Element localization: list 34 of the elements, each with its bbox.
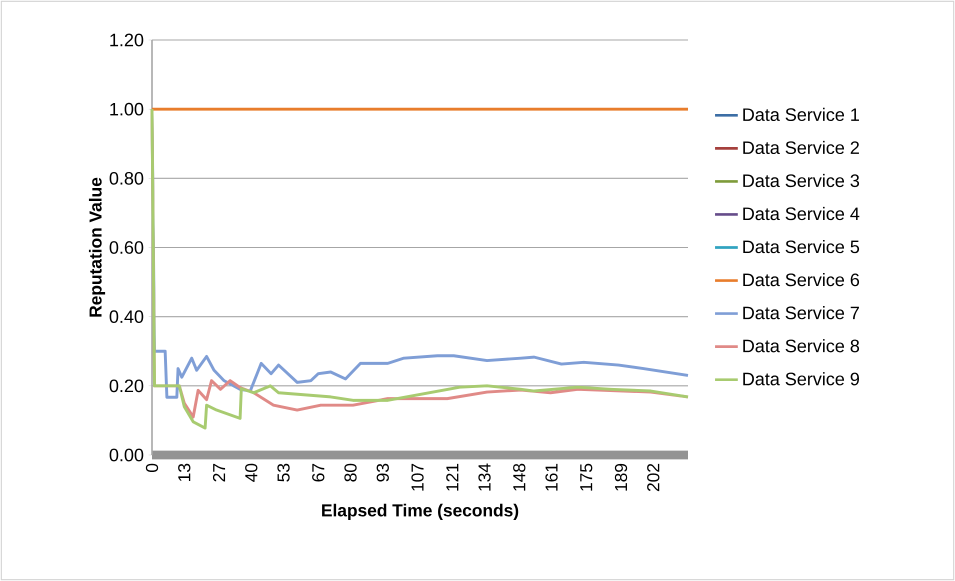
x-tick-label: 27 [212, 464, 226, 482]
legend-label: Data Service 2 [743, 140, 859, 154]
legend-label: Data Service 3 [743, 174, 860, 188]
legend-label: Data Service 9 [743, 372, 859, 386]
legend-label: Data Service 1 [743, 108, 859, 122]
y-tick-label: 0.40 [110, 310, 144, 324]
y-tick-label: 0.20 [110, 379, 144, 392]
legend-label: Data Service 4 [743, 206, 860, 220]
y-tick-label: 0.00 [110, 448, 144, 462]
x-tick-label: 0 [146, 464, 158, 472]
y-tick-label: 1.20 [110, 34, 144, 46]
x-axis-title: Elapsed Time (seconds) [322, 504, 518, 520]
x-tick-label: 13 [178, 464, 190, 482]
x-tick-label: 161 [545, 464, 558, 491]
legend-label: Data Service 5 [743, 240, 860, 254]
x-tick-label: 107 [411, 464, 424, 491]
y-tick-label: 0.80 [110, 172, 144, 185]
x-tick-label: 121 [446, 464, 458, 491]
x-tick-label: 189 [614, 464, 628, 491]
y-tick-label: 1.00 [110, 102, 144, 116]
x-tick-label: 202 [647, 464, 660, 492]
x-tick-label: 40 [245, 464, 258, 482]
legend-label: Data Service 6 [743, 273, 860, 286]
x-tick-label: 148 [513, 464, 526, 491]
y-axis-title: Reputation Value [88, 178, 106, 317]
legend-label: Data Service 8 [743, 339, 860, 352]
y-tick-label: 0.60 [110, 241, 144, 254]
x-tick-label: 80 [344, 464, 357, 482]
x-tick-label: 175 [580, 464, 592, 491]
legend-label: Data Service 7 [743, 306, 859, 320]
x-tick-label: 134 [478, 464, 491, 491]
x-tick-label: 67 [312, 464, 324, 482]
x-tick-label: 93 [376, 464, 389, 482]
x-tick-label: 53 [277, 464, 290, 482]
